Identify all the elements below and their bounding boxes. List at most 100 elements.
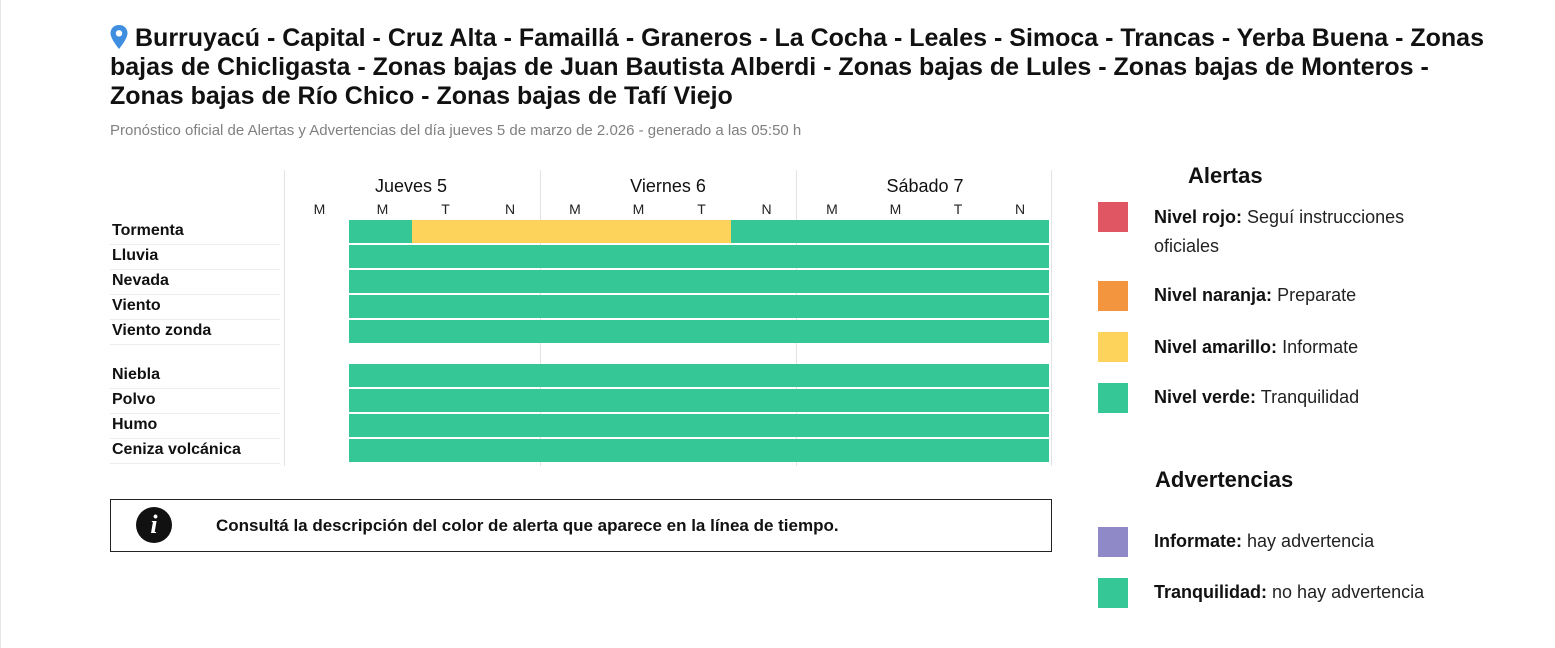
- legend-alertas-title: Alertas: [1188, 163, 1263, 188]
- legend-item-label: Nivel rojo:: [1154, 207, 1243, 227]
- alert-cell-verde: [349, 320, 541, 343]
- row-divider: [110, 319, 280, 320]
- forecast-subtitle: Pronóstico oficial de Alertas y Adverten…: [110, 122, 802, 139]
- alert-cell-verde: [541, 414, 798, 437]
- alert-cell-verde: [541, 320, 798, 343]
- legend-swatch-verde: [1098, 383, 1128, 413]
- alert-cell-amarillo: [541, 220, 731, 243]
- alert-cell-verde: [798, 320, 1049, 343]
- row-divider: [110, 388, 280, 389]
- phenomenon-label: Lluvia: [112, 247, 159, 264]
- period-label: N: [1014, 201, 1026, 217]
- location-pin-icon: [110, 25, 128, 49]
- phenomenon-label: Nevada: [112, 272, 169, 289]
- alert-cell-verde: [798, 364, 1049, 387]
- legend-item-desc: Tranquilidad: [1260, 387, 1360, 407]
- row-divider: [110, 344, 280, 345]
- alert-cell-verde: [541, 439, 798, 462]
- alert-cell-verde: [798, 245, 1049, 268]
- grid-divider: [540, 170, 541, 466]
- alert-cell-verde: [541, 295, 798, 318]
- period-label: N: [504, 201, 516, 217]
- alert-cell-verde: [798, 439, 1049, 462]
- legend-item-label: Nivel amarillo:: [1154, 337, 1278, 357]
- legend-item-label: Tranquilidad:: [1154, 582, 1268, 602]
- legend-item-amarillo: Nivel amarillo: Informate: [1154, 333, 1434, 362]
- alert-cell-verde: [798, 270, 1049, 293]
- row-divider: [110, 438, 280, 439]
- alert-cell-verde: [349, 439, 541, 462]
- phenomenon-label: Niebla: [112, 366, 161, 383]
- period-label: T: [697, 201, 706, 217]
- alert-cell-verde: [541, 270, 798, 293]
- alert-cell-verde: [798, 220, 1049, 243]
- legend-item-label: Informate:: [1154, 531, 1243, 551]
- grid-divider: [284, 170, 285, 466]
- phenomenon-label: Humo: [112, 416, 158, 433]
- legend-item-label: Nivel naranja:: [1154, 285, 1273, 305]
- legend-item-tranquilidad: Tranquilidad: no hay advertencia: [1154, 578, 1434, 607]
- day-label-viernes: Viernes 6: [630, 176, 706, 196]
- period-label: M: [889, 201, 902, 217]
- legend-item-naranja: Nivel naranja: Preparate: [1154, 281, 1434, 310]
- period-label: T: [441, 201, 450, 217]
- alert-cell-verde: [541, 245, 798, 268]
- legend-item-desc: no hay advertencia: [1272, 582, 1425, 602]
- phenomenon-label: Viento zonda: [112, 322, 212, 339]
- legend-item-verde: Nivel verde: Tranquilidad: [1154, 383, 1434, 412]
- alert-cell-verde: [349, 414, 541, 437]
- alert-cell-verde: [798, 295, 1049, 318]
- row-divider: [110, 269, 280, 270]
- phenomenon-label: Ceniza volcánica: [112, 441, 241, 458]
- legend-item-desc: Preparate: [1277, 285, 1357, 305]
- phenomenon-label: Polvo: [112, 391, 156, 408]
- period-label: M: [569, 201, 581, 217]
- legend-swatch-tranquilidad: [1098, 578, 1128, 608]
- page-title: Burruyacú - Capital - Cruz Alta - Famail…: [110, 24, 1495, 111]
- alert-timeline: Jueves 5 Viernes 6 Sábado 7 M M T N M M T N M M T N…: [110, 170, 1052, 466]
- phenomenon-label: Tormenta: [112, 222, 184, 239]
- day-label-sabado: Sábado 7: [886, 176, 964, 196]
- period-label: M: [313, 201, 326, 217]
- grid-divider: [796, 170, 797, 466]
- alert-cell-verde: [349, 364, 541, 387]
- period-label: M: [632, 201, 645, 217]
- legend-item-desc: Seguí instrucciones oficiales: [1154, 207, 1405, 256]
- info-notice-text: Consultá la descripción del color de ale…: [216, 516, 839, 535]
- page-title-text: Burruyacú - Capital - Cruz Alta - Famail…: [110, 24, 1484, 110]
- phenomenon-label: Viento: [112, 297, 161, 314]
- period-label: M: [376, 201, 389, 217]
- alert-cell-verde: [349, 220, 412, 243]
- row-divider: [110, 463, 280, 464]
- period-label: N: [761, 201, 772, 217]
- row-divider: [110, 413, 280, 414]
- alert-cell-verde: [731, 220, 798, 243]
- legend-item-rojo: Nivel rojo: Seguí instrucciones oficiale…: [1154, 203, 1434, 261]
- legend-swatch-naranja: [1098, 281, 1128, 311]
- legend-swatch-amarillo: [1098, 332, 1128, 362]
- row-divider: [110, 294, 280, 295]
- legend-item-label: Nivel verde:: [1154, 387, 1257, 407]
- period-label: T: [953, 201, 963, 217]
- grid-divider: [1051, 170, 1052, 466]
- legend-swatch-rojo: [1098, 202, 1128, 232]
- row-divider: [110, 244, 280, 245]
- info-notice: i Consultá la descripción del color de a…: [110, 499, 1052, 552]
- page-edge: [0, 0, 1, 648]
- alert-cell-verde: [349, 270, 541, 293]
- alert-cell-verde: [349, 389, 541, 412]
- alert-cell-verde: [349, 295, 541, 318]
- day-label-jueves: Jueves 5: [374, 176, 448, 196]
- alert-cell-verde: [541, 389, 798, 412]
- info-icon: i: [136, 507, 172, 543]
- legend-item-desc: hay advertencia: [1247, 531, 1375, 551]
- legend-advertencias-title: Advertencias: [1155, 467, 1294, 492]
- legend-item-informate: Informate: hay advertencia: [1154, 527, 1434, 556]
- alert-cell-verde: [541, 364, 798, 387]
- alert-cell-verde: [798, 389, 1049, 412]
- alert-cell-amarillo: [412, 220, 541, 243]
- legend-item-desc: Informate: [1282, 337, 1359, 357]
- legend-swatch-violeta: [1098, 527, 1128, 557]
- alert-cell-verde: [349, 245, 541, 268]
- alert-cell-verde: [798, 414, 1049, 437]
